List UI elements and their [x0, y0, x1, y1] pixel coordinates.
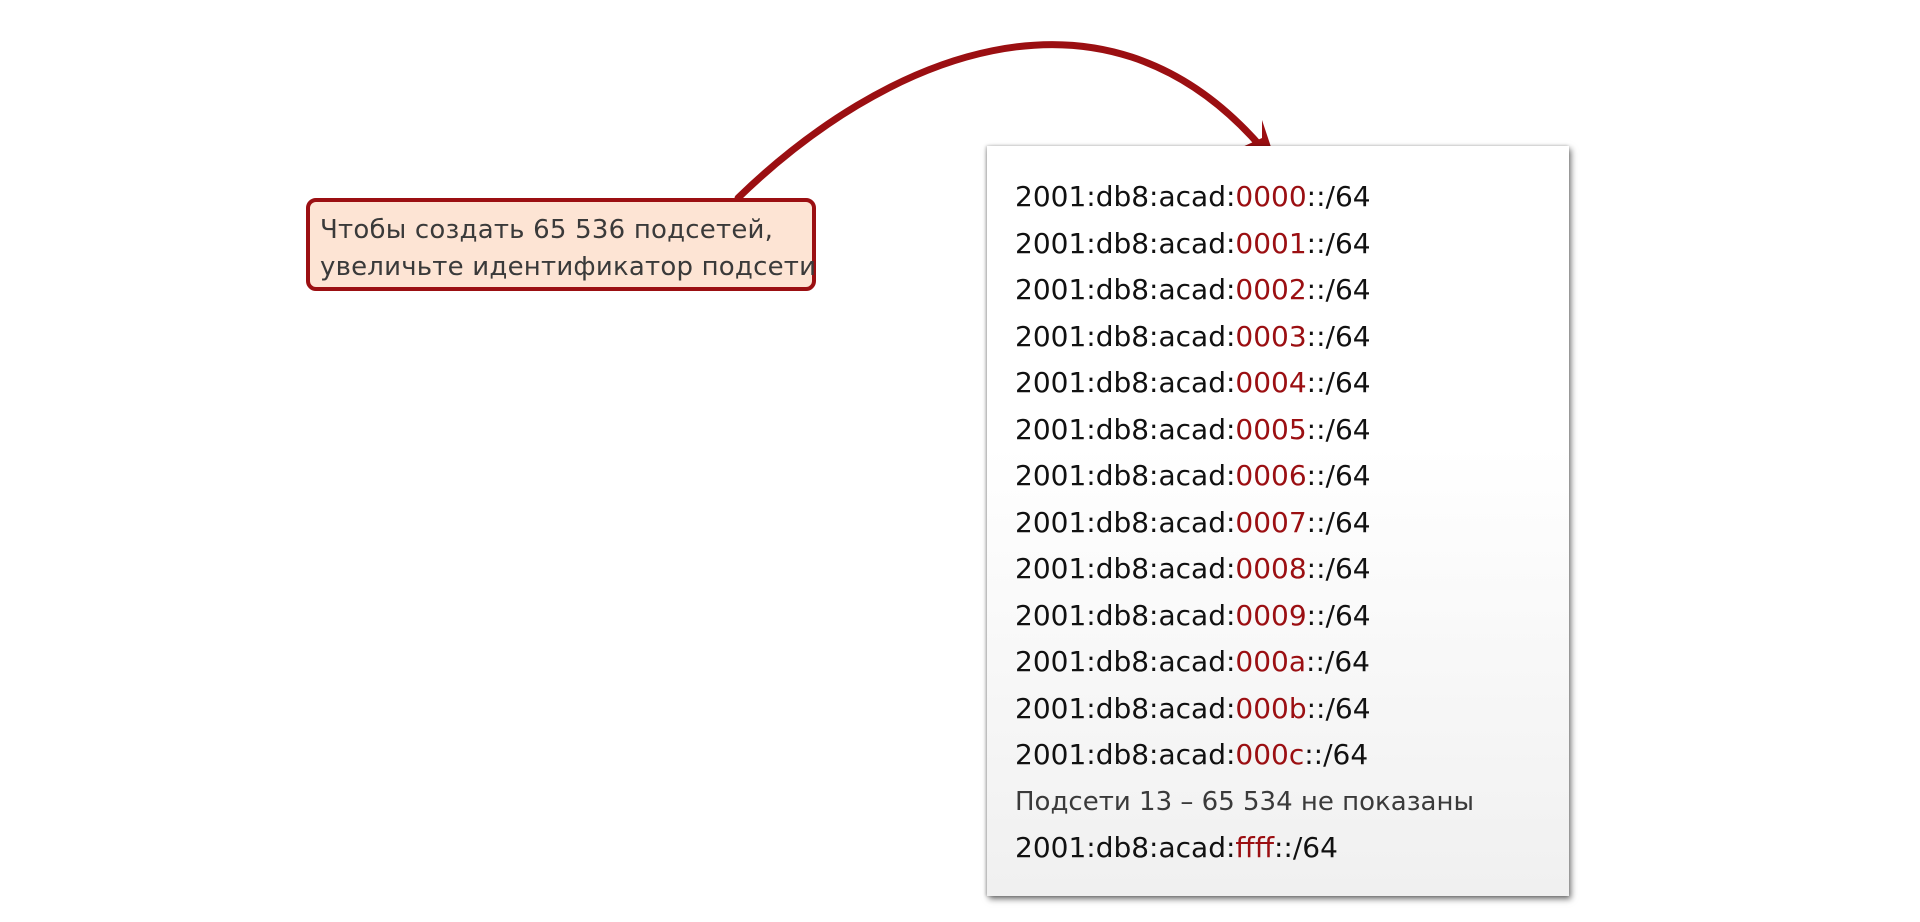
subnet-row: 2001:db8:acad:0009::/64 — [1015, 593, 1569, 640]
callout-line-1: Чтобы создать 65 536 подсетей, — [320, 215, 774, 245]
subnet-id: 0008 — [1235, 552, 1307, 585]
subnet-id: 0004 — [1235, 366, 1307, 399]
subnet-suffix: ::/64 — [1306, 645, 1370, 678]
subnet-row: 2001:db8:acad:0001::/64 — [1015, 221, 1569, 268]
subnet-suffix: ::/64 — [1306, 226, 1371, 260]
subnet-row: 2001:db8:acad:000b::/64 — [1015, 686, 1569, 733]
subnet-suffix: ::/64 — [1306, 552, 1371, 585]
subnet-row: 2001:db8:acad:0006::/64 — [1015, 453, 1569, 500]
subnet-suffix: ::/64 — [1306, 273, 1371, 306]
subnet-prefix: 2001:db8:acad: — [1015, 412, 1236, 446]
subnet-row: 2001:db8:acad:000c::/64 — [1015, 732, 1569, 779]
subnet-id: 0003 — [1235, 319, 1307, 353]
subnet-prefix: 2001:db8:acad: — [1015, 831, 1236, 864]
subnet-list: 2001:db8:acad:0000::/64 2001:db8:acad:000… — [987, 174, 1569, 779]
subnet-suffix: ::/64 — [1306, 319, 1371, 353]
subnet-row: 2001:db8:acad:0003::/64 — [1015, 314, 1569, 361]
subnet-id: 0000 — [1235, 180, 1307, 213]
subnet-prefix: 2001:db8:acad: — [1015, 180, 1236, 213]
subnet-prefix: 2001:db8:acad: — [1015, 319, 1236, 353]
subnet-id: 0007 — [1235, 505, 1307, 539]
subnet-row: 2001:db8:acad:0004::/64 — [1015, 360, 1569, 407]
subnet-row: 2001:db8:acad:000a::/64 — [1015, 639, 1569, 686]
subnet-suffix: ::/64 — [1306, 505, 1371, 539]
subnet-row: 2001:db8:acad:0008::/64 — [1015, 546, 1569, 593]
subnet-prefix: 2001:db8:acad: — [1015, 226, 1236, 260]
subnet-suffix: ::/64 — [1274, 831, 1338, 864]
subnet-id: 0009 — [1235, 598, 1307, 632]
subnet-prefix: 2001:db8:acad: — [1015, 366, 1236, 399]
callout-line-2: увеличьте идентификатор подсети — [320, 252, 817, 282]
subnet-prefix: 2001:db8:acad: — [1015, 738, 1236, 771]
subnet-suffix: ::/64 — [1306, 598, 1371, 632]
subnet-suffix: ::/64 — [1306, 459, 1371, 492]
subnet-prefix: 2001:db8:acad: — [1015, 552, 1236, 585]
subnet-row: 2001:db8:acad:0000::/64 — [1015, 174, 1569, 221]
subnet-prefix: 2001:db8:acad: — [1015, 505, 1236, 539]
subnet-prefix: 2001:db8:acad: — [1015, 645, 1236, 678]
subnet-id: 0005 — [1235, 412, 1307, 446]
subnet-row: 2001:db8:acad:0007::/64 — [1015, 500, 1569, 547]
subnet-prefix: 2001:db8:acad: — [1015, 598, 1236, 632]
subnet-id: 000a — [1235, 645, 1307, 678]
subnet-prefix: 2001:db8:acad: — [1015, 273, 1236, 306]
subnet-suffix: ::/64 — [1306, 691, 1371, 725]
subnet-id: 000c — [1235, 738, 1305, 771]
subnet-row-last: 2001:db8:acad:ffff::/64 — [1015, 825, 1569, 872]
callout-box: Чтобы создать 65 536 подсетей, увеличьте… — [306, 198, 816, 291]
subnet-suffix: ::/64 — [1304, 738, 1369, 771]
subnet-id: 0002 — [1235, 273, 1307, 306]
subnet-id: 0001 — [1235, 226, 1307, 260]
subnet-prefix: 2001:db8:acad: — [1015, 459, 1236, 492]
subnet-id: ffff — [1235, 831, 1274, 864]
subnet-row: 2001:db8:acad:0002::/64 — [1015, 267, 1569, 314]
subnet-suffix: ::/64 — [1306, 180, 1371, 213]
subnet-suffix: ::/64 — [1306, 412, 1371, 446]
omitted-subnets-note: Подсети 13 – 65 534 не показаны — [1015, 786, 1474, 817]
subnet-suffix: ::/64 — [1306, 366, 1371, 399]
subnet-list-panel: 2001:db8:acad:0000::/64 2001:db8:acad:000… — [987, 146, 1569, 896]
subnet-id: 0006 — [1235, 459, 1307, 492]
subnet-id: 000b — [1235, 691, 1307, 725]
subnet-prefix: 2001:db8:acad: — [1015, 691, 1236, 725]
subnet-row: 2001:db8:acad:0005::/64 — [1015, 407, 1569, 454]
